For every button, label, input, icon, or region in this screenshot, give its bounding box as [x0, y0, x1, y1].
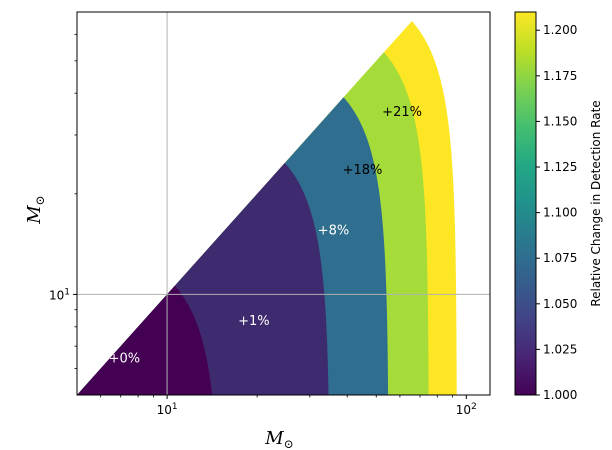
- axes-layer: 101 102 101 M⊙ M⊙: [24, 33, 477, 450]
- y-axis-label: M⊙: [24, 195, 47, 225]
- colorbar-label: Relative Change in Detection Rate: [589, 100, 603, 306]
- colorbar-tick-label: 1.050: [543, 297, 577, 311]
- colorbar-gradient: [514, 11, 537, 396]
- colorbar-tick-label: 1.150: [543, 114, 577, 128]
- region-label: +0%: [109, 352, 141, 367]
- colorbar-tick-label: 1.200: [543, 23, 577, 37]
- svg-text:M⊙: M⊙: [24, 195, 47, 225]
- colorbar-tick-label: 1.125: [543, 160, 577, 174]
- colorbar-tick-label: 1.075: [543, 251, 577, 265]
- colorbar: 1.000 1.025 1.050 1.075 1.100 1.125 1.150 1.175…: [514, 11, 603, 402]
- x-axis-label: M⊙: [264, 428, 294, 450]
- colorbar-tick-label: 1.000: [543, 388, 577, 402]
- region-label: +1%: [238, 314, 270, 329]
- svg-text:M⊙: M⊙: [264, 428, 294, 450]
- regions-layer: [77, 21, 457, 395]
- region-label: +8%: [318, 223, 350, 238]
- plot-frame: [76, 11, 491, 396]
- colorbar-tick-label: 1.175: [543, 69, 577, 83]
- colorbar-tick-label: 1.025: [543, 342, 577, 356]
- x-tick-label: 101: [157, 402, 178, 417]
- region-label: +21%: [382, 105, 422, 120]
- y-tick-label: 101: [49, 287, 70, 302]
- x-tick-label: 102: [456, 402, 477, 417]
- region-plus-0pct: [77, 285, 213, 395]
- region-label: +18%: [343, 163, 383, 178]
- grid-layer: [77, 12, 490, 395]
- region-labels: +0% +1% +8% +18% +21%: [109, 105, 422, 367]
- colorbar-tick-label: 1.100: [543, 206, 577, 220]
